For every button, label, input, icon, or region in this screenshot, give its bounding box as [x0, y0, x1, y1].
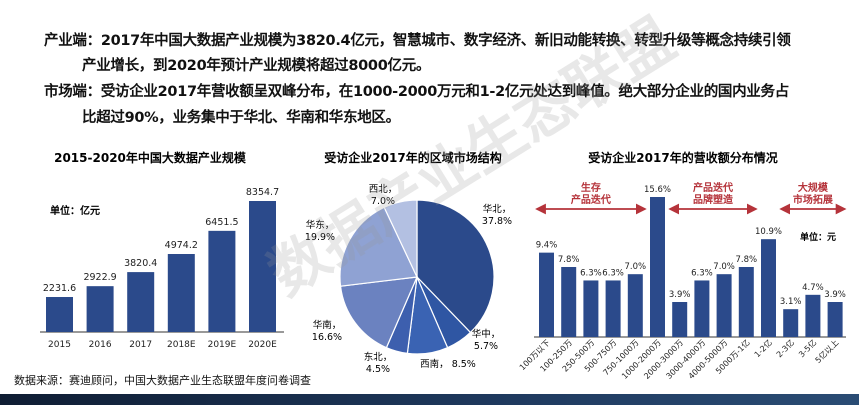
chart1-data-label: 2922.9: [83, 272, 116, 283]
chart3-data-label: 4.7%: [802, 283, 824, 293]
chart3-data-label: 6.3%: [691, 268, 713, 278]
chart1-data-label: 2231.6: [43, 283, 76, 294]
annotation-text-2: 品牌塑造: [693, 193, 734, 206]
chart3-data-label: 7.8%: [735, 255, 757, 265]
chart1-data-label: 4974.2: [165, 240, 198, 251]
chart3-bar-100万以下: [539, 252, 554, 337]
pie-label-华北: 华北，: [483, 203, 512, 215]
market-text: 受访企业2017年营收额呈双峰分布，在1000-2000万元和1-2亿元处达到峰…: [100, 84, 789, 100]
pie-slice-华南: [339, 276, 418, 349]
chart3-data-label: 7.0%: [624, 262, 646, 272]
chart3-data-label: 3.1%: [780, 297, 802, 307]
chart1-data-label: 8354.7: [246, 187, 279, 198]
chart3-bar-5000万-1亿: [738, 267, 754, 337]
chart3-data-label: 7.8%: [558, 255, 580, 265]
chart1-x-tick: 2018E: [167, 340, 196, 350]
chart1-bar-2019E: [208, 230, 236, 332]
pie-label-西北: 西北，: [369, 184, 398, 195]
market-summary-line-1: 市场端：受访企业2017年营收额呈双峰分布，在1000-2000万元和1-2亿元…: [44, 80, 789, 101]
chart1-x-tick: 2020E: [248, 340, 277, 350]
chart1-x-tick: 2015: [48, 340, 71, 350]
industry-text: 2017年中国大数据产业规模为3820.4亿元，智慧城市、数字经济、新旧动能转换…: [100, 33, 791, 49]
pie-slice-华东: [339, 206, 418, 287]
chart3-data-label: 6.3%: [580, 268, 602, 278]
chart3-data-label: 9.4%: [536, 241, 558, 251]
pie-value-华东: 19.9%: [305, 232, 335, 243]
market-summary-line-2: 比超过90%，业务集中于华北、华南和华东地区。: [82, 110, 400, 126]
industry-label: 产业端：: [44, 33, 101, 49]
chart1-bar-2015: [46, 297, 73, 332]
pie-value-东北: 4.5%: [366, 364, 390, 375]
annotation-text-1: 产品迭代: [571, 193, 611, 206]
chart3-data-label: 3.9%: [824, 290, 846, 300]
chart3-bar-3000-4000万: [694, 280, 710, 337]
chart3-data-label: 3.9%: [669, 290, 691, 300]
pie-value-华南: 16.6%: [312, 332, 342, 343]
chart3-data-label: 7.0%: [713, 262, 735, 272]
chart3-bar-1-2亿: [761, 239, 776, 337]
chart3-data-label: 10.9%: [755, 227, 782, 237]
chart1-unit: 单位：亿元: [50, 204, 100, 217]
chart3-title: 受访企业2017年的营收额分布情况: [588, 150, 777, 165]
chart1-data-label: 3820.4: [124, 258, 157, 269]
data-source: 数据来源：赛迪顾问，中国大数据产业生态联盟年度问卷调查: [14, 374, 311, 387]
pie-label-华中: 华中，: [472, 328, 501, 340]
industry-summary-line-1: 产业端：2017年中国大数据产业规模为3820.4亿元，智慧城市、数字经济、新旧…: [44, 29, 791, 50]
chart1-x-tick: 2016: [89, 340, 112, 350]
chart3-unit: 单位：元: [800, 231, 836, 243]
chart3-bar-750-1000万: [627, 274, 643, 337]
chart1-bar-2020E: [249, 201, 276, 332]
chart1-data-label: 6451.5: [205, 217, 238, 228]
pie-label-东北: 东北，: [364, 351, 393, 363]
pie-value-华北: 37.8%: [482, 216, 512, 227]
pie-label-华南: 华南，: [313, 319, 342, 331]
chart3-x-tick: 1-2亿: [752, 337, 774, 359]
chart3-data-label: 15.6%: [644, 185, 671, 195]
chart1-title: 2015-2020年中国大数据产业规模: [54, 150, 247, 165]
pie-value-华中: 5.7%: [474, 341, 498, 352]
chart3-bar-2-3亿: [783, 309, 799, 337]
annotation-text-1: 生存: [581, 181, 601, 194]
chart3-x-tick: 5亿以上: [813, 337, 841, 365]
chart3-bar-5亿以上: [827, 302, 843, 337]
pie-slice-西北: [383, 199, 418, 278]
pie-slice-华北: [416, 199, 495, 334]
annotation-text-3: 市场拓展: [793, 193, 833, 206]
chart1-x-tick: 2019E: [208, 340, 237, 350]
chart2-title: 受访企业2017年的区域市场结构: [324, 150, 501, 165]
chart3-bar-100-250万: [561, 267, 577, 337]
annotation-text-2: 产品迭代: [693, 181, 733, 194]
chart1-bar-2016: [86, 286, 114, 332]
chart3-bar-250-500万: [583, 280, 599, 337]
market-label: 市场端：: [44, 84, 101, 100]
chart1-bar-2018E: [167, 254, 195, 332]
chart3-bar-1000-2000万: [650, 197, 665, 337]
chart3-bar-3-5亿: [805, 294, 821, 337]
pie-label-西南: 西南， 8.5%: [420, 358, 476, 370]
chart3-bar-500-750万: [605, 280, 621, 337]
annotation-text-3: 大规模: [798, 181, 829, 194]
pie-label-华东: 华东，: [306, 219, 335, 231]
chart3-x-tick: 2-3亿: [774, 337, 796, 359]
bottom-bar: [0, 394, 859, 405]
chart1-x-tick: 2017: [129, 340, 152, 350]
chart3-bar-2000-3000万: [672, 302, 688, 337]
chart3-bar-4000-5000万: [716, 274, 732, 337]
pie-value-西北: 7.0%: [371, 196, 395, 207]
chart1-bar-2017: [127, 272, 155, 332]
industry-summary-line-2: 产业增长，到2020年预计产业规模将超过8000亿元。: [82, 58, 431, 74]
chart3-data-label: 6.3%: [602, 268, 624, 278]
